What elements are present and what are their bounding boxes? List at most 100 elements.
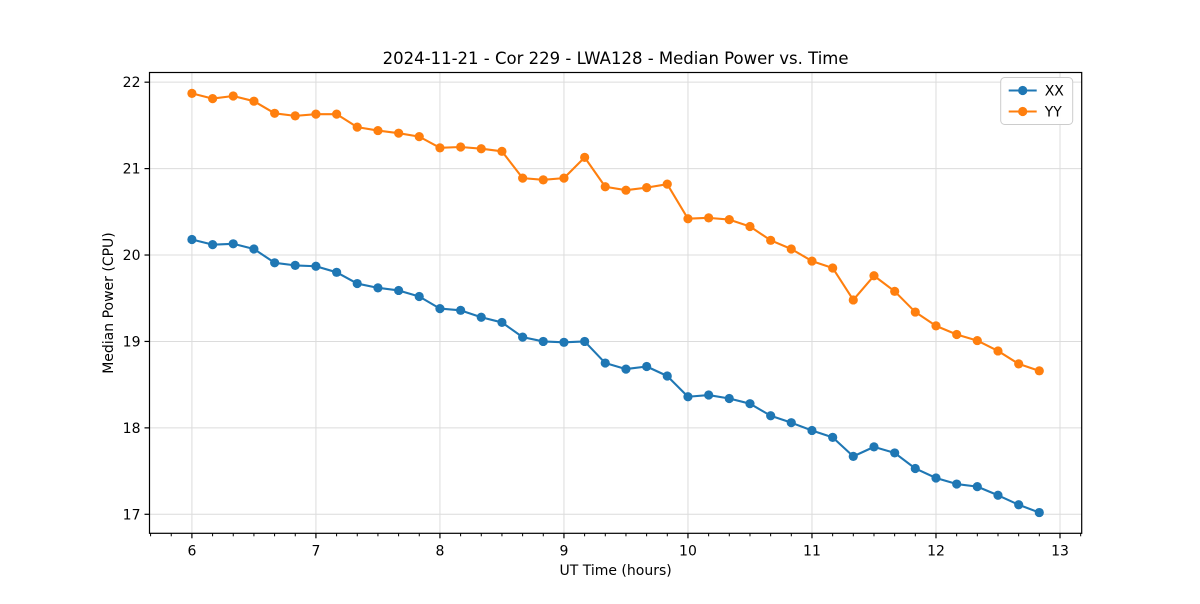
data-point-YY: [228, 91, 238, 101]
legend-marker-sample: [1018, 85, 1028, 96]
data-point-XX: [952, 479, 962, 489]
data-point-XX: [890, 448, 900, 458]
data-point-XX: [724, 393, 734, 404]
data-point-YY: [952, 329, 962, 340]
data-point-YY: [642, 183, 652, 193]
data-point-YY: [766, 235, 776, 245]
data-point-XX: [910, 463, 920, 474]
data-point-XX: [456, 305, 466, 315]
data-point-XX: [270, 258, 280, 268]
data-point-XX: [559, 337, 569, 347]
data-point-YY: [249, 96, 259, 106]
series-YY-line: [190, 92, 1041, 372]
data-point-YY: [807, 256, 817, 266]
chart-title: 2024-11-21 - Cor 229 - LWA128 - Median P…: [383, 49, 849, 68]
data-point-YY: [208, 94, 218, 104]
data-point-XX: [228, 239, 238, 249]
data-point-XX: [497, 317, 507, 328]
data-point-YY: [724, 214, 734, 225]
legend-item-XX: XX: [1008, 84, 1065, 100]
data-point-YY: [993, 346, 1003, 356]
data-point-YY: [972, 335, 982, 346]
data-point-XX: [476, 312, 486, 322]
data-point-XX: [621, 364, 631, 374]
data-point-XX: [414, 291, 424, 302]
data-point-XX: [373, 283, 383, 293]
data-point-XX: [208, 240, 218, 250]
data-point-XX: [290, 260, 300, 270]
data-point-YY: [394, 128, 404, 138]
data-point-XX: [704, 390, 714, 400]
y-tick-label: 17: [123, 507, 141, 523]
data-point-YY: [497, 146, 507, 156]
data-point-XX: [249, 244, 259, 254]
data-point-YY: [1034, 366, 1044, 376]
plot-border: [148, 71, 1083, 534]
data-point-YY: [352, 122, 362, 132]
data-point-XX: [311, 261, 321, 271]
y-tick-label: 18: [123, 421, 141, 437]
data-point-YY: [910, 307, 920, 317]
y-tick-label: 20: [123, 248, 141, 264]
data-point-XX: [683, 392, 693, 402]
data-point-YY: [559, 173, 569, 183]
data-point-YY: [311, 109, 321, 119]
x-axis-label: UT Time (hours): [559, 563, 671, 579]
data-point-XX: [972, 482, 982, 492]
series-YY-markers: [187, 88, 1044, 376]
data-point-YY: [538, 175, 548, 185]
series-layer: [187, 88, 1044, 518]
x-tick-label: 8: [435, 543, 444, 559]
data-point-XX: [1034, 507, 1044, 518]
data-point-YY: [828, 263, 838, 273]
data-point-YY: [456, 142, 466, 152]
legend-label: YY: [1044, 105, 1063, 121]
tick-layer: 6 7 8 9 10 11 12 13 17 18 19 20 21 22: [123, 75, 1082, 559]
data-point-YY: [290, 111, 300, 121]
x-tick-label: 11: [803, 543, 821, 559]
data-point-XX: [993, 490, 1003, 500]
data-point-XX: [394, 285, 404, 296]
x-tick-label: 10: [679, 543, 697, 559]
data-point-YY: [848, 295, 858, 305]
x-tick-label: 9: [559, 543, 568, 559]
x-tick-label: 6: [187, 543, 196, 559]
data-point-YY: [270, 108, 280, 118]
data-point-YY: [869, 271, 879, 281]
data-point-XX: [1014, 500, 1024, 510]
data-point-XX: [332, 267, 342, 277]
data-point-XX: [745, 399, 755, 409]
data-point-XX: [807, 425, 817, 436]
data-point-YY: [1014, 359, 1024, 369]
y-tick-label: 19: [123, 334, 141, 350]
data-point-XX: [600, 358, 610, 368]
data-point-XX: [828, 432, 838, 442]
data-point-YY: [187, 88, 197, 99]
data-point-XX: [786, 418, 796, 428]
data-point-YY: [621, 185, 631, 195]
data-point-YY: [332, 109, 342, 119]
data-point-YY: [931, 321, 941, 331]
data-point-XX: [869, 442, 879, 452]
y-tick-label: 21: [123, 162, 141, 178]
data-point-YY: [683, 214, 693, 224]
x-tick-label: 13: [1051, 543, 1069, 559]
y-tick-label: 22: [123, 75, 141, 91]
x-tick-label: 12: [927, 543, 945, 559]
data-point-XX: [435, 304, 445, 314]
legend-marker-sample: [1018, 106, 1028, 117]
data-point-XX: [848, 451, 858, 461]
legend-label: XX: [1045, 84, 1065, 100]
data-point-YY: [786, 244, 796, 254]
data-point-YY: [662, 179, 672, 189]
legend: XX YY: [1000, 77, 1074, 125]
grid-layer: [149, 72, 1082, 534]
legend-item-YY: YY: [1008, 105, 1063, 121]
data-point-YY: [476, 144, 486, 154]
data-point-YY: [890, 286, 900, 296]
data-point-XX: [352, 278, 362, 289]
data-point-YY: [600, 182, 610, 192]
data-point-XX: [642, 361, 652, 372]
